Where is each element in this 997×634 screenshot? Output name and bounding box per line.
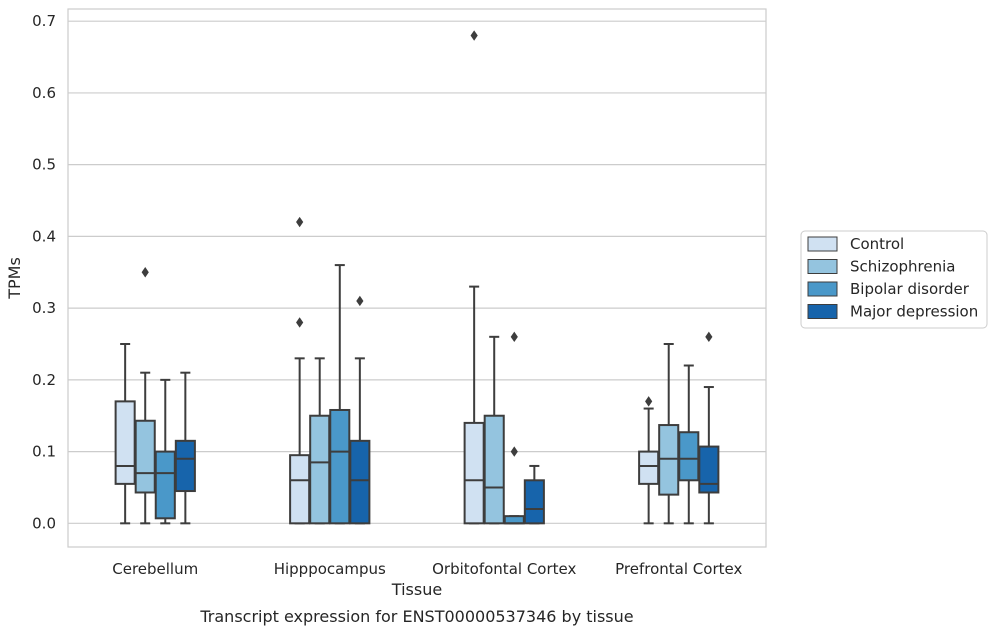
box — [503, 331, 525, 525]
y-tick-label: 0.0 — [32, 514, 56, 532]
y-tick-label: 0.2 — [32, 371, 56, 389]
box-body — [329, 408, 351, 525]
box — [523, 464, 545, 525]
box — [658, 342, 680, 525]
legend-swatch — [807, 281, 838, 297]
x-tick-labels: Cerebellum Hipppocampus Orbitofontal Corte… — [112, 560, 742, 578]
outlier-marker — [510, 331, 518, 343]
y-tick-label: 0.5 — [32, 156, 56, 174]
legend-items: Control Schizophrenia Bipolar disorder Majo… — [807, 235, 978, 321]
legend-swatch — [807, 236, 838, 252]
box-body — [463, 421, 485, 525]
box — [174, 371, 196, 525]
box-body — [289, 454, 311, 525]
box-body — [638, 450, 660, 485]
y-tick-label: 0.3 — [32, 299, 56, 317]
legend-label: Control — [850, 235, 904, 253]
box-body — [134, 419, 156, 494]
box-body — [503, 515, 525, 525]
outlier-marker — [705, 331, 713, 343]
y-tick-label: 0.1 — [32, 443, 56, 461]
outlier-marker — [296, 216, 304, 228]
box-body — [658, 424, 680, 496]
box — [309, 357, 331, 525]
legend: Control Schizophrenia Bipolar disorder Majo… — [800, 230, 988, 329]
plot-frame — [67, 8, 767, 548]
outlier-marker — [510, 446, 518, 457]
box — [463, 30, 485, 525]
legend-label: Bipolar disorder — [850, 280, 970, 298]
legend-frame — [800, 230, 988, 329]
x-tick-label: Hipppocampus — [274, 560, 386, 578]
box — [114, 342, 136, 525]
box — [698, 331, 720, 525]
outlier-marker — [356, 295, 364, 307]
legend-label: Major depression — [850, 303, 978, 321]
x-tick-label: Cerebellum — [112, 560, 198, 578]
box-body — [698, 445, 720, 494]
legend-swatch — [807, 259, 838, 274]
box — [349, 295, 371, 525]
outlier-marker — [645, 396, 653, 407]
box — [638, 396, 660, 525]
box-body — [483, 414, 505, 525]
legend-label: Schizophrenia — [850, 258, 955, 276]
outlier-marker — [141, 267, 149, 278]
box-groups — [114, 30, 720, 525]
legend-swatch — [807, 304, 838, 319]
box-body — [309, 414, 331, 525]
box — [329, 264, 351, 525]
box-body — [174, 439, 196, 493]
y-axis-label: TPMs — [5, 257, 24, 300]
box — [154, 378, 176, 525]
y-tick-label: 0.4 — [32, 227, 56, 245]
y-tick-label: 0.7 — [32, 12, 56, 30]
x-axis-label: Tissue — [391, 580, 442, 599]
x-tick-label: Orbitofontal Cortex — [432, 560, 576, 578]
y-tick-label: 0.6 — [32, 84, 56, 102]
chart-caption: Transcript expression for ENST0000053734… — [199, 607, 633, 626]
outlier-marker — [296, 317, 304, 328]
x-tick-label: Prefrontal Cortex — [615, 560, 742, 578]
box — [289, 216, 311, 525]
box — [483, 335, 505, 525]
y-tick-labels: 0.0 0.1 0.2 0.3 0.4 0.5 0.6 0.7 — [32, 12, 56, 532]
box — [678, 364, 700, 525]
box-body — [523, 479, 545, 525]
box-body — [349, 439, 371, 525]
box-body — [154, 450, 176, 520]
box — [134, 267, 156, 525]
outlier-marker — [470, 30, 478, 41]
box-body — [678, 431, 700, 482]
box-body — [114, 400, 136, 485]
